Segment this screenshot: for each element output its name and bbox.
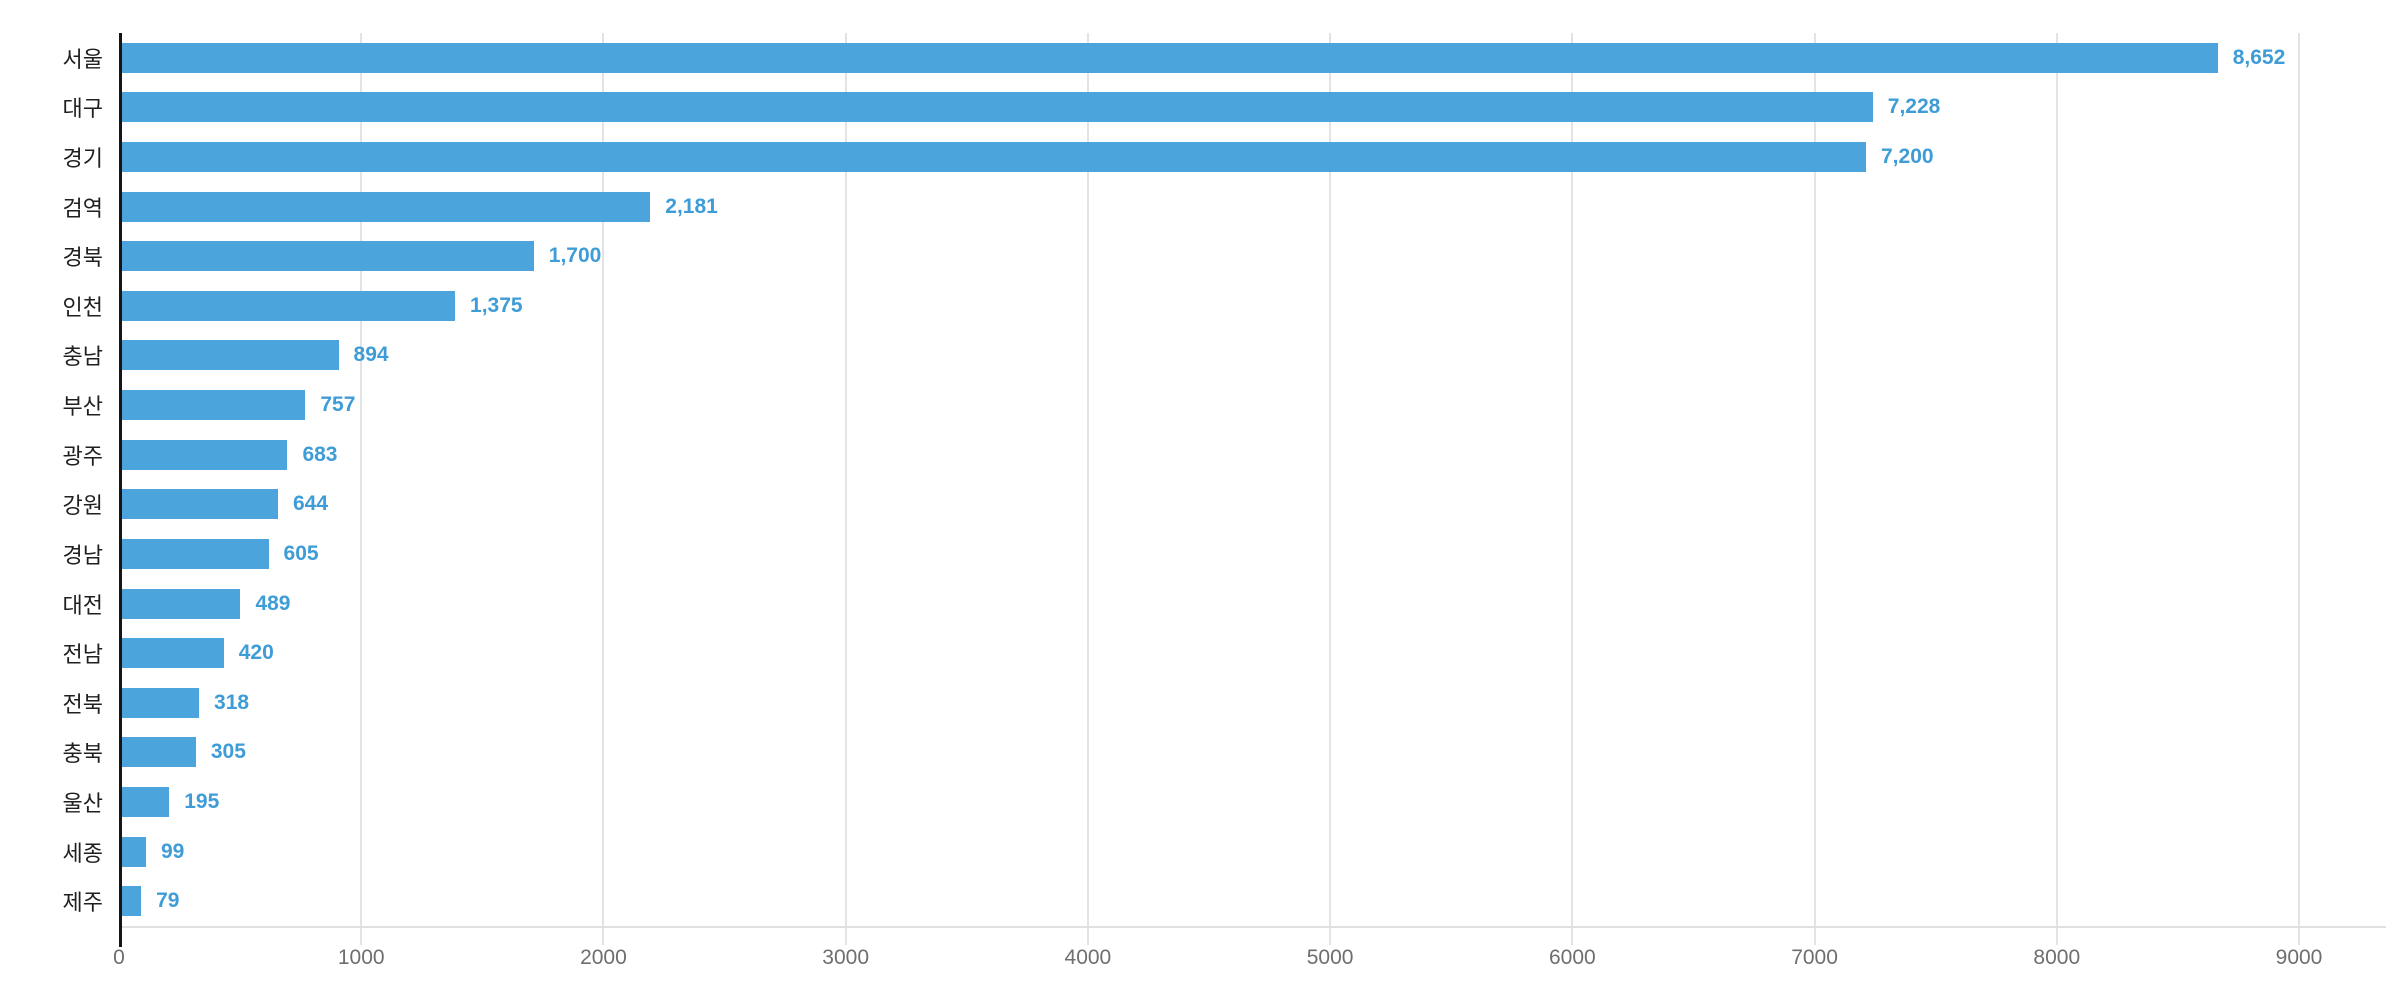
bar-row-경북: 경북 1,700 [63, 231, 2386, 281]
x-tick-label-5000: 5000 [1306, 946, 1354, 969]
bar [122, 241, 534, 272]
category-label: 울산 [62, 790, 103, 816]
gridline-1000 [360, 33, 363, 945]
value-label: 7,200 [1881, 145, 1934, 169]
category-label: 대전 [62, 592, 103, 618]
x-tick-label-9000: 9000 [2275, 946, 2323, 969]
category-label: 검역 [62, 195, 103, 221]
bar-row-울산: 울산 195 [63, 777, 2386, 827]
value-label: 1,375 [470, 293, 523, 317]
value-label: 8,652 [2232, 45, 2286, 69]
value-label: 195 [184, 789, 220, 813]
value-label: 683 [302, 442, 338, 466]
x-tick-label-0: 0 [113, 946, 125, 969]
bar [122, 42, 2218, 73]
bar [122, 92, 1873, 123]
bar [122, 638, 224, 669]
value-label: 1,700 [548, 244, 602, 268]
category-label: 서울 [62, 46, 103, 72]
value-label: 7,228 [1887, 95, 1941, 119]
bar [122, 390, 306, 421]
bar-row-대전: 대전 489 [63, 579, 2386, 629]
bar [122, 786, 170, 817]
gridline-4000 [1086, 33, 1089, 945]
category-label: 충북 [62, 741, 103, 767]
category-label: 광주 [62, 443, 103, 469]
value-label: 99 [160, 839, 185, 863]
bar [122, 737, 196, 768]
value-label: 489 [255, 591, 291, 615]
x-tick-label-2000: 2000 [580, 946, 627, 969]
x-axis-tick-labels: 0 1000 2000 3000 4000 5000 6000 7000 8000 9000 [113, 944, 2386, 974]
bar [122, 489, 278, 520]
bar [122, 340, 339, 371]
bar [122, 886, 142, 917]
x-tick-label-7000: 7000 [1791, 946, 1838, 969]
bar-row-제주: 제주 79 [63, 876, 2386, 926]
bar [122, 538, 269, 569]
value-label: 757 [320, 393, 356, 417]
plot-area: 서울 8,652 대구 7,228 경기 7,200 검역 2,181 경북 1… [63, 33, 2386, 947]
bar-row-대구: 대구 7,228 [63, 83, 2386, 133]
y-axis-line [119, 33, 122, 947]
value-label: 318 [214, 690, 250, 714]
x-tick-label-4000: 4000 [1064, 946, 1112, 969]
category-label: 전북 [62, 691, 103, 717]
bar [122, 290, 456, 321]
category-label: 경기 [62, 146, 103, 172]
bar [122, 439, 288, 470]
gridline-7000 [1813, 33, 1816, 945]
bar [122, 588, 241, 619]
category-label: 부산 [62, 394, 103, 420]
gridline-9000 [2298, 33, 2300, 945]
category-label: 대구 [62, 96, 103, 122]
value-label: 79 [156, 889, 180, 913]
bar-row-충남: 충남 894 [63, 331, 2386, 381]
gridline-8000 [2055, 33, 2058, 945]
gridline-3000 [844, 33, 847, 945]
category-label: 경북 [62, 245, 103, 271]
category-label: 경남 [62, 542, 103, 568]
x-tick-label-1000: 1000 [337, 946, 385, 969]
bar-row-충북: 충북 305 [63, 728, 2386, 778]
bar-row-경기: 경기 7,200 [63, 132, 2386, 182]
bar-row-부산: 부산 757 [63, 380, 2386, 430]
value-label: 894 [353, 343, 389, 367]
x-axis-baseline [119, 926, 2386, 928]
bar-row-경남: 경남 605 [63, 529, 2386, 579]
bar-row-세종: 세종 99 [63, 827, 2386, 877]
category-label: 충남 [62, 344, 103, 370]
bar-rows-container: 서울 8,652 대구 7,228 경기 7,200 검역 2,181 경북 1… [63, 33, 2386, 926]
bar-row-전남: 전남 420 [63, 628, 2386, 678]
bar [122, 836, 146, 867]
gridline-2000 [602, 33, 605, 945]
bar-row-전북: 전북 318 [63, 678, 2386, 728]
category-label: 인천 [62, 294, 103, 320]
bar-row-강원: 강원 644 [63, 479, 2386, 529]
category-label: 전남 [62, 642, 103, 668]
value-label: 2,181 [665, 194, 718, 218]
bar-row-서울: 서울 8,652 [63, 33, 2386, 83]
bar-row-인천: 인천 1,375 [63, 281, 2386, 331]
value-label: 605 [283, 541, 319, 565]
category-label: 제주 [62, 890, 103, 916]
category-label: 강원 [62, 493, 103, 519]
bar [122, 191, 651, 222]
x-tick-label-8000: 8000 [2033, 946, 2081, 969]
value-label: 305 [210, 740, 246, 764]
x-tick-label-3000: 3000 [822, 946, 870, 969]
bar-row-광주: 광주 683 [63, 430, 2386, 480]
bar [122, 687, 200, 718]
category-label: 세종 [62, 840, 103, 866]
value-label: 420 [238, 641, 274, 665]
gridline-6000 [1571, 33, 1574, 945]
bar [122, 142, 1866, 173]
gridline-5000 [1329, 33, 1332, 945]
value-label: 644 [292, 492, 329, 516]
bar-row-검역: 검역 2,181 [63, 182, 2386, 232]
x-tick-label-6000: 6000 [1548, 946, 1596, 969]
